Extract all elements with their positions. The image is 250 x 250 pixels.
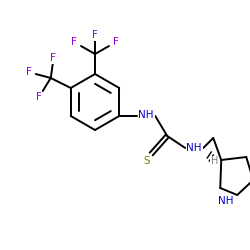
Text: F: F (113, 37, 119, 47)
Text: F: F (26, 67, 32, 77)
Text: F: F (50, 53, 56, 63)
Text: H: H (210, 156, 218, 166)
Text: F: F (92, 30, 98, 40)
Text: F: F (71, 37, 77, 47)
Text: F: F (36, 92, 42, 102)
Text: NH: NH (218, 196, 234, 205)
Text: NH: NH (186, 143, 202, 153)
Text: S: S (143, 156, 150, 166)
Text: NH: NH (138, 110, 154, 120)
